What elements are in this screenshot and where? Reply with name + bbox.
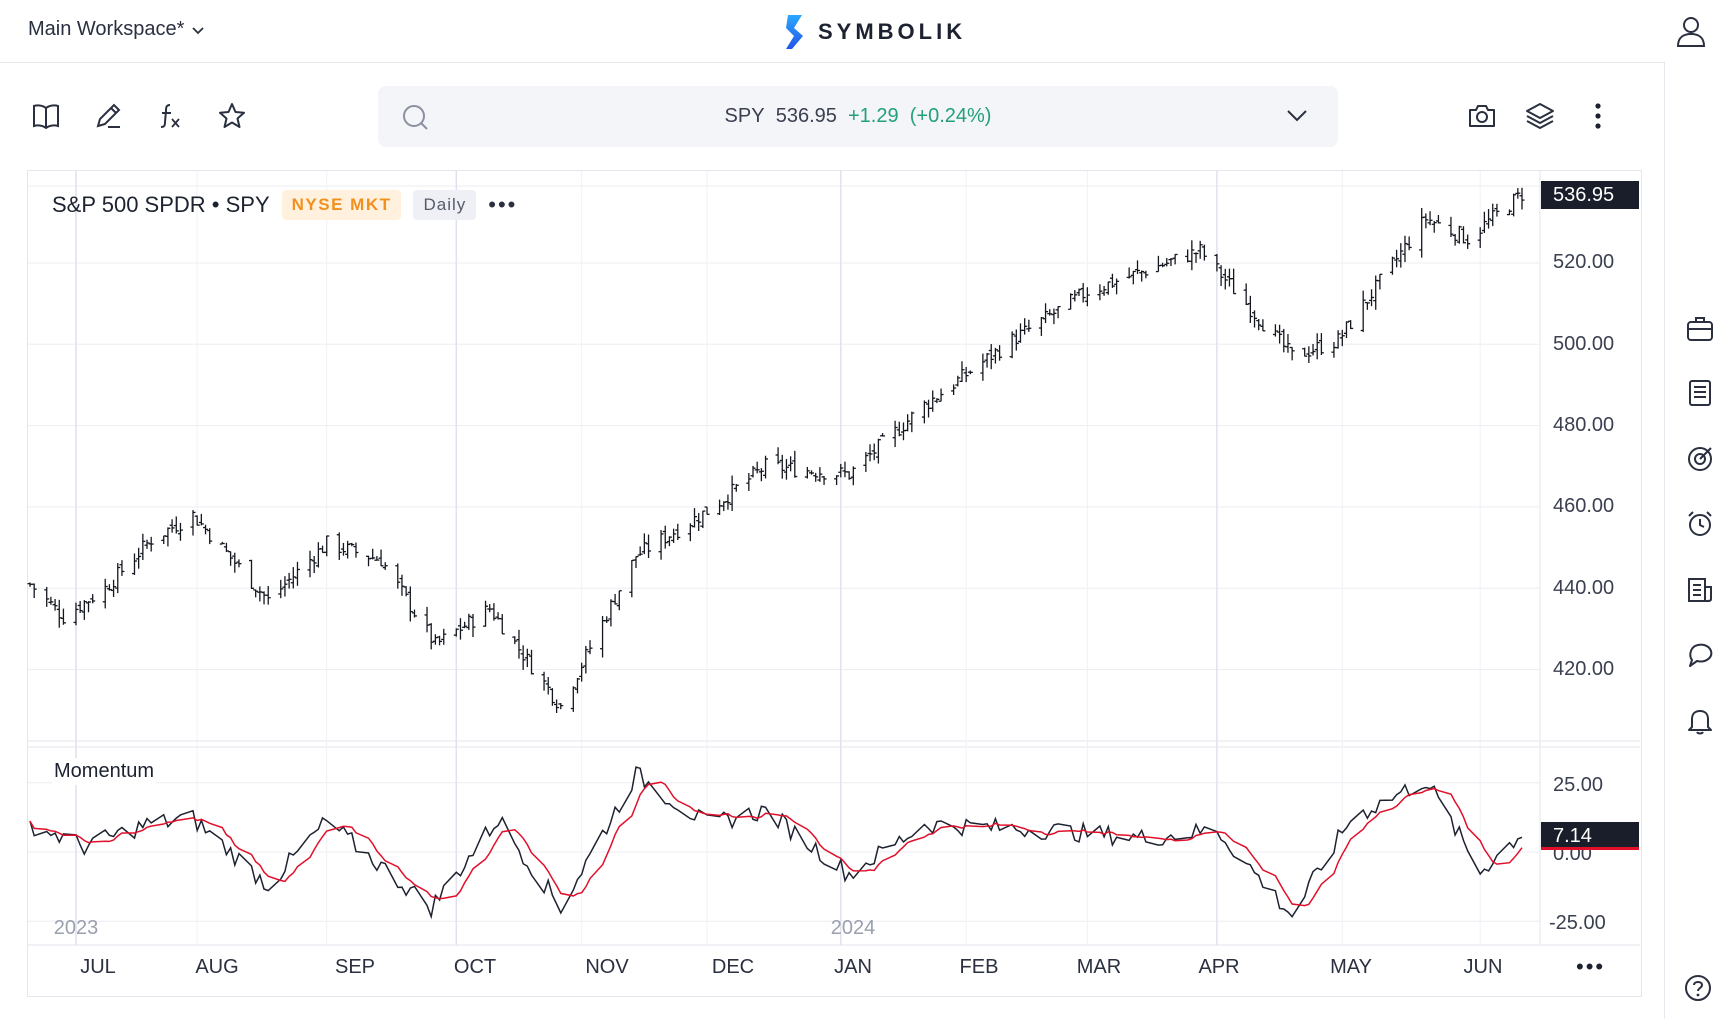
search-icon xyxy=(403,105,428,130)
month-label: DEC xyxy=(711,956,755,978)
price-axis-label: 520.00 xyxy=(1553,251,1615,273)
month-label: JAN xyxy=(834,956,872,978)
month-label: AUG xyxy=(195,956,239,978)
price-axis-label: 480.00 xyxy=(1553,414,1615,436)
time-axis-more-button[interactable]: ••• xyxy=(1576,954,1606,979)
momentum-value-tag: 7.14 xyxy=(1541,822,1639,850)
book-icon[interactable] xyxy=(30,100,62,132)
month-label: SEP xyxy=(334,956,376,978)
user-icon[interactable] xyxy=(1675,14,1707,48)
quote-last: 536.95 xyxy=(775,105,837,127)
symbol-search[interactable]: SPY 536.95 +1.29 (+0.24%) xyxy=(378,86,1338,147)
month-label: JUN xyxy=(1463,956,1503,978)
chart-area[interactable] xyxy=(27,170,1642,997)
right-sidebar xyxy=(1664,62,1733,1019)
target-icon[interactable] xyxy=(1685,444,1715,474)
star-icon[interactable] xyxy=(216,100,248,132)
year-label: 2024 xyxy=(830,917,876,939)
chevron-down-icon xyxy=(192,26,204,34)
month-label: NOV xyxy=(585,956,629,978)
top-bar: Main Workspace* SYMBOLIK xyxy=(0,0,1733,63)
month-label: APR xyxy=(1198,956,1240,978)
brand-name: SYMBOLIK xyxy=(818,19,967,44)
alarm-clock-icon[interactable] xyxy=(1685,509,1715,539)
chat-icon[interactable] xyxy=(1685,640,1715,670)
month-label: FEB xyxy=(959,956,999,978)
chevron-down-icon[interactable] xyxy=(1286,108,1308,124)
momentum-signal-line xyxy=(29,781,1523,907)
workspace-label: Main Workspace* xyxy=(28,18,185,40)
brand-logo[interactable]: SYMBOLIK xyxy=(784,14,966,50)
camera-icon[interactable] xyxy=(1466,100,1498,132)
month-label: MAY xyxy=(1330,956,1372,978)
layers-icon[interactable] xyxy=(1524,100,1556,132)
drawing-toolbar xyxy=(30,100,248,132)
help-icon[interactable] xyxy=(1684,974,1712,1002)
momentum-axis-label: 25.00 xyxy=(1553,774,1604,796)
chart-legend: S&P 500 SPDR • SPY NYSE MKT Daily ••• xyxy=(52,190,517,220)
briefcase-icon[interactable] xyxy=(1685,314,1715,344)
price-axis-label: 460.00 xyxy=(1553,495,1615,517)
month-label: OCT xyxy=(453,956,497,978)
quote-summary: SPY 536.95 +1.29 (+0.24%) xyxy=(378,86,1338,147)
month-label: JUL xyxy=(80,956,116,978)
year-label: 2023 xyxy=(53,917,99,939)
price-axis-label: 500.00 xyxy=(1553,333,1615,355)
pencil-icon[interactable] xyxy=(92,100,124,132)
price-axis-label: 420.00 xyxy=(1553,658,1615,680)
exchange-badge: NYSE MKT xyxy=(281,190,402,220)
more-vertical-icon[interactable] xyxy=(1582,100,1614,132)
momentum-axis-label: -25.00 xyxy=(1549,912,1606,934)
quote-symbol: SPY xyxy=(724,105,765,127)
month-label: MAR xyxy=(1076,956,1122,978)
list-icon[interactable] xyxy=(1685,378,1715,408)
interval-badge[interactable]: Daily xyxy=(413,190,477,220)
chart-toolbar xyxy=(1466,100,1614,132)
current-price-tag: 536.95 xyxy=(1541,181,1639,209)
momentum-line xyxy=(29,766,1523,920)
symbolik-logo-icon xyxy=(786,15,803,49)
price-axis-label: 440.00 xyxy=(1553,577,1615,599)
quote-change-pct: (+0.24%) xyxy=(909,105,992,127)
legend-more-button[interactable]: ••• xyxy=(488,192,518,217)
quote-change: +1.29 xyxy=(848,105,899,127)
bell-icon[interactable] xyxy=(1685,706,1715,736)
news-icon[interactable] xyxy=(1685,575,1715,605)
workspace-selector[interactable]: Main Workspace* xyxy=(28,18,206,41)
indicator-name[interactable]: Momentum xyxy=(52,758,157,785)
instrument-name: S&P 500 SPDR • SPY xyxy=(52,192,270,217)
function-icon[interactable] xyxy=(154,100,186,132)
